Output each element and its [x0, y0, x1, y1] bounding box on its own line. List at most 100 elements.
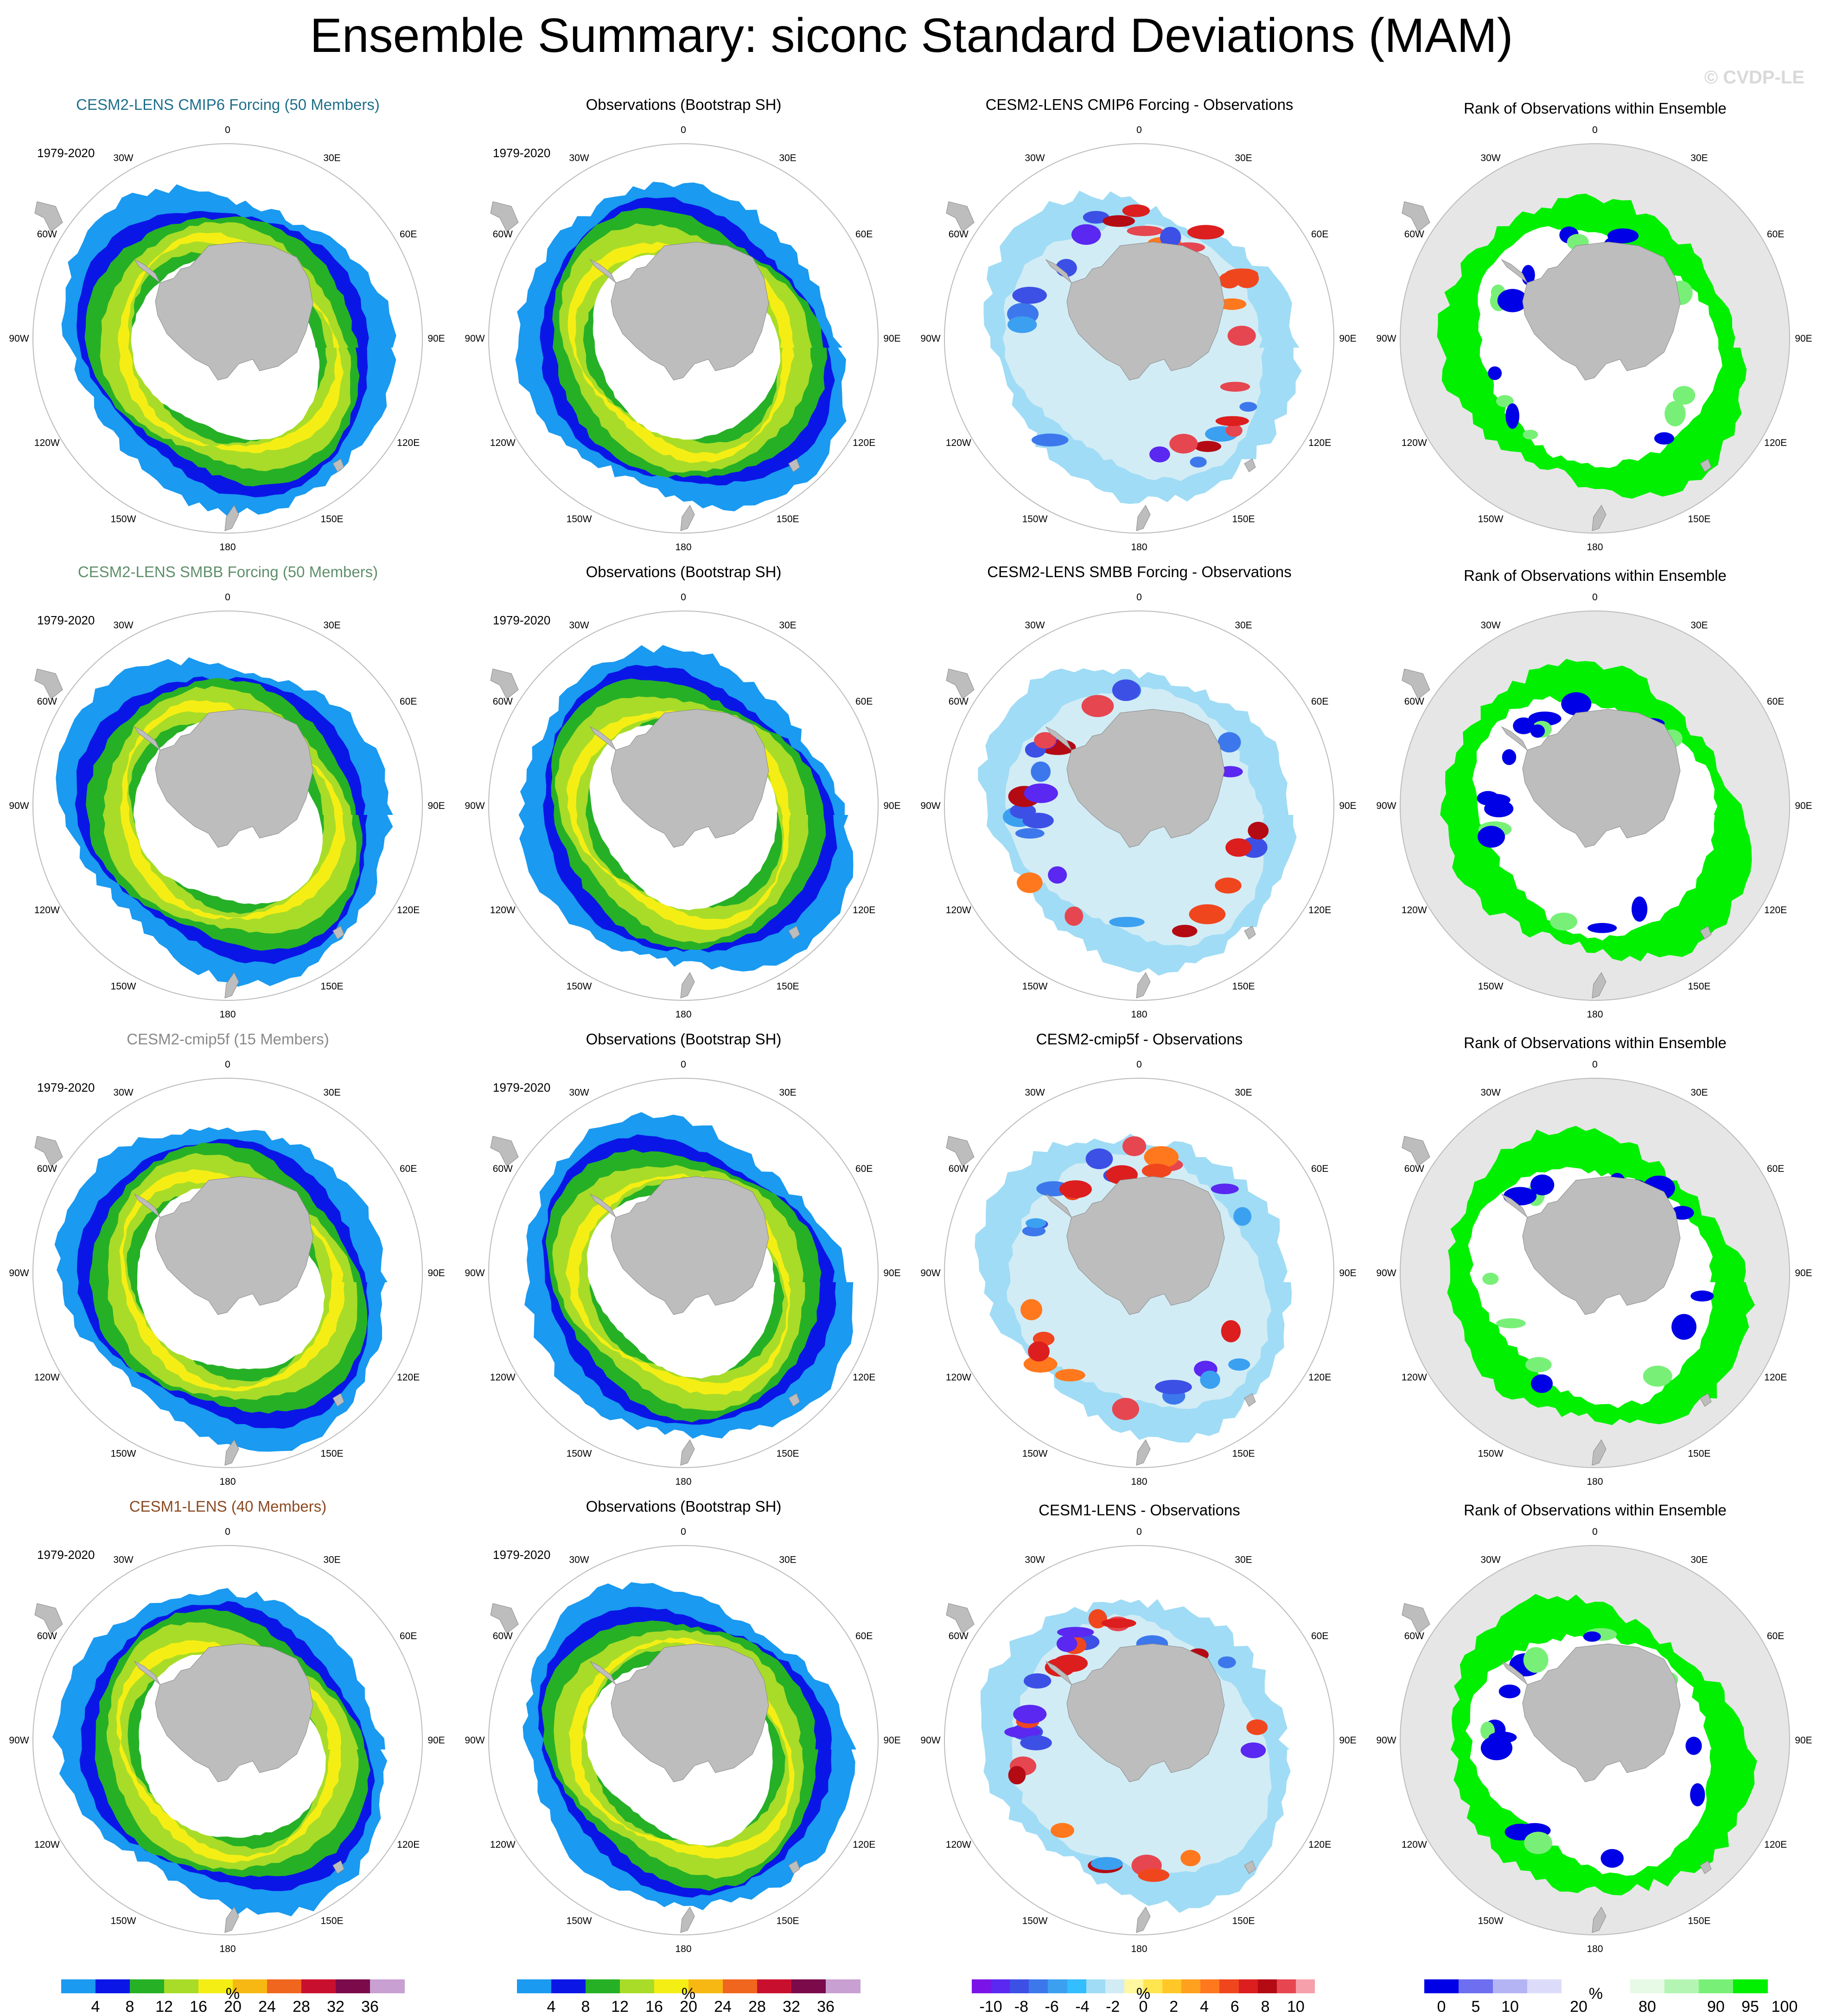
- diff-anomaly: [1160, 227, 1181, 248]
- rank-map-panel: Rank of Observations within Ensemble 0 30E…: [1367, 88, 1823, 553]
- new-zealand-land: [224, 972, 239, 998]
- model-map-panel: CESM2-cmip5f (15 Members) 0 30E 60E 90E 120E 1…: [0, 1023, 456, 1487]
- diff-anomaly: [1217, 1656, 1236, 1668]
- colorbar-tick-label: -6: [1045, 1998, 1059, 2016]
- longitude-label: 150E: [1232, 1449, 1255, 1459]
- longitude-label: 30E: [323, 1087, 340, 1098]
- longitude-label: 120W: [1402, 1372, 1427, 1383]
- diff-anomaly: [1109, 916, 1145, 928]
- south-america-land: [490, 1136, 519, 1167]
- rank-anomaly: [1673, 386, 1696, 405]
- longitude-label: 150E: [776, 514, 799, 525]
- longitude-label: 60W: [1404, 696, 1424, 707]
- colorbar-swatch: [1257, 1979, 1277, 1993]
- period-label: 1979-2020: [493, 613, 551, 627]
- longitude-label: 60W: [37, 1631, 57, 1641]
- antarctica-land: [1066, 242, 1225, 381]
- longitude-label: 0: [681, 1059, 686, 1070]
- rank-anomaly: [1690, 1290, 1714, 1302]
- longitude-label: 150W: [567, 514, 592, 525]
- polar-map: 0 30E 60E 90E 120E 150E 180 150W 120W 90W 60W 30W: [9, 125, 445, 553]
- diff-map-panel: CESM2-LENS CMIP6 Forcing - Observations 0…: [912, 88, 1367, 553]
- diff-anomaly: [1122, 204, 1150, 217]
- colorbar-tick-label: 36: [361, 1998, 379, 2016]
- new-zealand-land: [680, 1907, 695, 1933]
- colorbar-swatch: [61, 1979, 96, 1993]
- diff-anomaly: [1064, 906, 1084, 926]
- longitude-label: 180: [1131, 1009, 1147, 1020]
- diff-anomaly: [1090, 1857, 1123, 1870]
- colorbar-tick-label: 95: [1741, 1998, 1759, 2016]
- longitude-label: 180: [1587, 542, 1603, 553]
- colorbar-tick-label: 2: [1169, 1998, 1179, 2016]
- longitude-label: 90W: [465, 333, 484, 344]
- longitude-label: 90E: [883, 333, 900, 344]
- diff-anomaly: [1085, 1148, 1113, 1170]
- longitude-label: 150E: [776, 1916, 799, 1927]
- longitude-label: 60W: [1404, 1164, 1424, 1174]
- peninsula-land: [134, 259, 160, 283]
- rank-anomaly: [1484, 800, 1514, 818]
- peninsula-land: [134, 726, 160, 750]
- colorbar-tick-label: 4: [1200, 1998, 1209, 2016]
- colorbar-unit: %: [1136, 1985, 1151, 2003]
- longitude-label: 120E: [1764, 905, 1787, 916]
- longitude-label: 150E: [1232, 1916, 1255, 1927]
- new-zealand-land: [224, 1439, 239, 1466]
- longitude-label: 60W: [493, 1164, 513, 1174]
- diff-anomaly: [1055, 1369, 1085, 1382]
- longitude-label: 150W: [567, 1916, 592, 1927]
- colorbar-swatch: [757, 1979, 792, 1993]
- colorbar-unit: %: [681, 1985, 696, 2003]
- rank-anomaly: [1525, 1357, 1552, 1373]
- rank-anomaly: [1654, 432, 1675, 445]
- diff-anomaly: [1004, 1726, 1041, 1738]
- longitude-label: 60W: [493, 1631, 513, 1641]
- diff-anomaly: [1190, 457, 1207, 468]
- colorbar-swatch: [972, 1979, 991, 1993]
- longitude-label: 120W: [490, 438, 516, 448]
- south-america-land: [34, 1136, 63, 1167]
- longitude-label: 60W: [949, 229, 969, 240]
- colorbar-tick-label: 10: [1287, 1998, 1305, 2016]
- longitude-label: 30W: [569, 1087, 589, 1098]
- colorbar-swatch: [1630, 1979, 1665, 1993]
- colorbar-swatch: [198, 1979, 233, 1993]
- longitude-label: 150W: [1022, 1916, 1048, 1927]
- colorbar-tick-label: 20: [1570, 1998, 1587, 2016]
- colorbar-unit: %: [225, 1985, 240, 2003]
- longitude-label: 120E: [1308, 1839, 1331, 1850]
- rank-anomaly: [1524, 1832, 1553, 1854]
- longitude-label: 120E: [853, 1839, 875, 1850]
- diff-anomaly: [1200, 1370, 1220, 1389]
- rank-anomaly: [1523, 1647, 1549, 1673]
- longitude-label: 90W: [9, 801, 29, 811]
- diff-anomaly: [1007, 316, 1037, 333]
- longitude-label: 180: [219, 542, 236, 553]
- longitude-label: 90W: [1376, 801, 1396, 811]
- longitude-label: 60E: [400, 229, 417, 240]
- diff-anomaly: [1211, 1183, 1239, 1195]
- longitude-label: 150E: [320, 981, 343, 992]
- colorbar-swatch: [1295, 1979, 1315, 1993]
- colorbar-swatch: [620, 1979, 655, 1993]
- longitude-label: 90W: [920, 1735, 940, 1746]
- colorbar-swatch: [130, 1979, 165, 1993]
- new-zealand-land: [1592, 1907, 1606, 1933]
- longitude-label: 30W: [1025, 1554, 1045, 1565]
- longitude-label: 30E: [1235, 620, 1252, 630]
- polar-map: 0 30E 60E 90E 120E 150E 180 150W 120W 90W 60W 30W: [920, 1059, 1356, 1487]
- longitude-label: 60W: [37, 696, 57, 707]
- longitude-label: 60W: [949, 1164, 969, 1174]
- longitude-label: 150E: [1688, 981, 1710, 992]
- longitude-label: 60W: [493, 229, 513, 240]
- longitude-label: 90E: [883, 1268, 900, 1278]
- longitude-label: 30W: [569, 1554, 589, 1565]
- obs-panel-title: Observations (Bootstrap SH): [586, 563, 782, 580]
- longitude-label: 90E: [1339, 1268, 1356, 1278]
- longitude-label: 0: [1136, 592, 1142, 603]
- longitude-label: 180: [1587, 1009, 1603, 1020]
- longitude-label: 30W: [1025, 153, 1045, 163]
- longitude-label: 30W: [1480, 1087, 1500, 1098]
- colorbar-tick-label: -2: [1106, 1998, 1120, 2016]
